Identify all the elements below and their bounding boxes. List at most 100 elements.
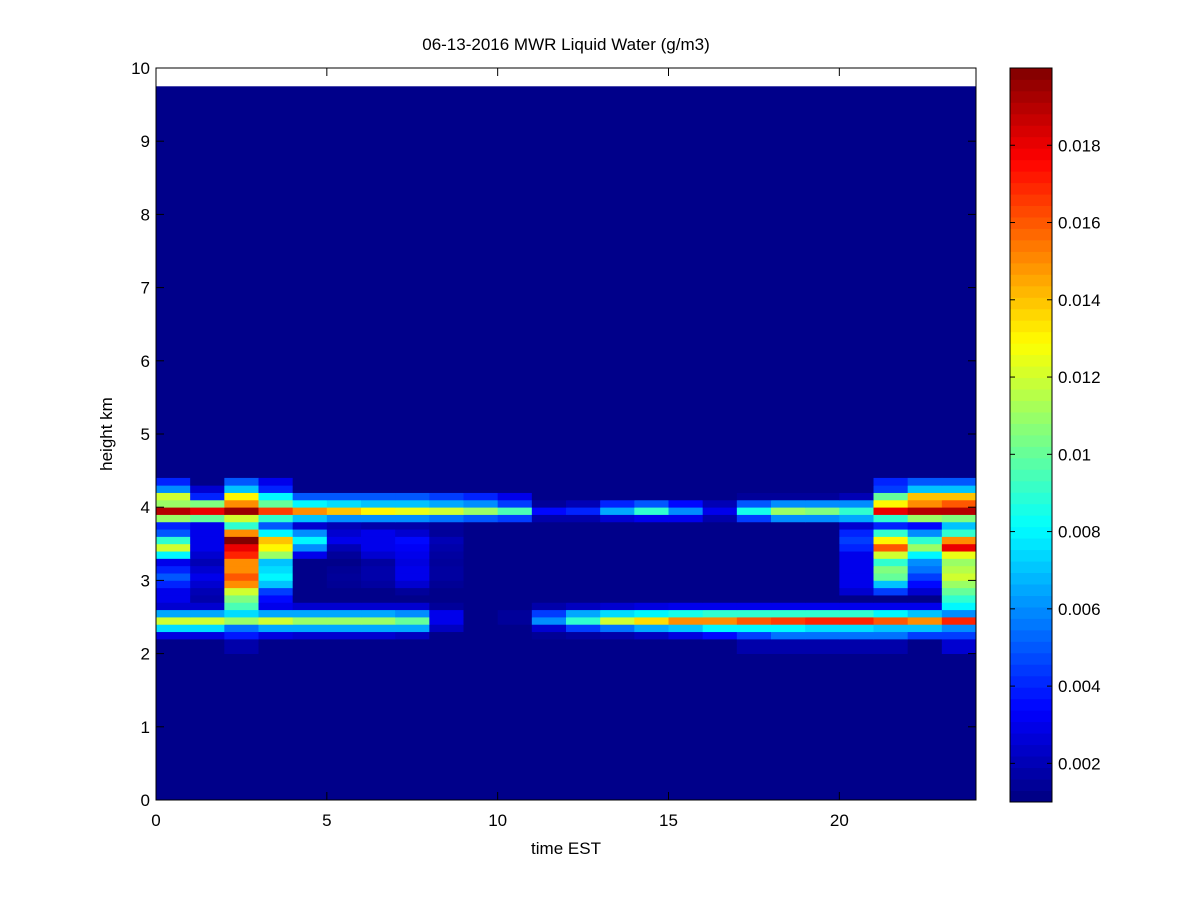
heatmap-cell (156, 573, 191, 581)
colorbar-step (1010, 572, 1052, 585)
heatmap-cells (156, 86, 977, 801)
colorbar-step (1010, 320, 1052, 333)
heatmap-cell (190, 514, 225, 523)
heatmap-cell (463, 529, 499, 537)
heatmap-cell (668, 624, 704, 633)
heatmap-cell (190, 573, 225, 581)
heatmap-cell (531, 551, 567, 559)
heatmap-cell (668, 617, 704, 625)
heatmap-cell (805, 492, 840, 501)
colorbar-step (1010, 629, 1052, 642)
heatmap-cell (361, 499, 396, 508)
heatmap-cell (566, 492, 601, 501)
heatmap-cell (805, 638, 840, 647)
heatmap-cell (258, 646, 294, 654)
heatmap-cell (258, 499, 294, 508)
heatmap-cell (668, 573, 704, 581)
heatmap-cell (702, 595, 738, 603)
heatmap-cell (941, 521, 977, 530)
heatmap-cell (497, 602, 533, 611)
heatmap-cell (531, 507, 567, 515)
heatmap-cell (566, 543, 601, 552)
heatmap-cell (292, 587, 328, 596)
heatmap-cell (702, 617, 738, 625)
heatmap-cell (190, 587, 225, 596)
heatmap-cell (190, 595, 225, 603)
heatmap-cell (839, 580, 874, 589)
colorbar-step (1010, 125, 1052, 138)
heatmap-cell (839, 485, 874, 493)
colorbar-step (1010, 790, 1052, 803)
heatmap-cell (600, 477, 635, 486)
heatmap-cell (292, 617, 328, 625)
heatmap-cell (258, 617, 294, 625)
heatmap-cell (395, 551, 430, 559)
heatmap-cell (839, 551, 874, 559)
heatmap-cell (600, 551, 635, 559)
heatmap-cell (292, 492, 328, 501)
heatmap-cell (941, 595, 977, 603)
heatmap-cell (600, 587, 635, 596)
heatmap-cell (736, 617, 772, 625)
heatmap-cell (634, 558, 669, 567)
heatmap-cell (907, 529, 943, 537)
heatmap-cell (292, 477, 328, 486)
heatmap-cell (429, 609, 464, 618)
heatmap-cell (634, 485, 669, 493)
x-tick-label: 20 (830, 811, 849, 830)
y-tick-label: 6 (141, 352, 150, 371)
heatmap-cell (361, 536, 396, 545)
heatmap-cell (600, 507, 635, 515)
colorbar-step (1010, 492, 1052, 505)
colorbar-tick-label: 0.008 (1058, 523, 1101, 542)
heatmap-cell (395, 543, 430, 552)
heatmap-cell (668, 587, 704, 596)
heatmap-cell (668, 543, 704, 552)
colorbar-step (1010, 503, 1052, 516)
heatmap-cell (326, 624, 362, 633)
heatmap-cell (736, 609, 772, 618)
heatmap-cell (224, 499, 259, 508)
heatmap-cell (258, 580, 294, 589)
heatmap-cell (156, 543, 191, 552)
heatmap-cell (702, 602, 738, 611)
heatmap-cell (258, 565, 294, 574)
heatmap-cell (156, 580, 191, 589)
heatmap-cell (805, 529, 840, 537)
heatmap-cell (600, 646, 635, 654)
heatmap-cell (395, 499, 430, 508)
heatmap-cell (361, 551, 396, 559)
heatmap-cell (600, 631, 635, 640)
heatmap-cell (497, 573, 533, 581)
heatmap-cell (600, 595, 635, 603)
heatmap-cell (531, 529, 567, 537)
heatmap-cell (156, 499, 191, 508)
heatmap-cell (771, 624, 806, 633)
colorbar-step (1010, 285, 1052, 298)
heatmap-cell (429, 529, 464, 537)
heatmap-cell (771, 565, 806, 574)
heatmap-cell (258, 514, 294, 523)
heatmap-cell (941, 573, 977, 581)
heatmap-cell (429, 587, 464, 596)
y-tick-label: 4 (141, 498, 150, 517)
heatmap-cell (224, 551, 259, 559)
heatmap-cell (224, 646, 259, 654)
heatmap-cell (634, 514, 669, 523)
heatmap-cell (395, 536, 430, 545)
colorbar-step (1010, 687, 1052, 700)
heatmap-cell (463, 551, 499, 559)
colorbar-step (1010, 744, 1052, 757)
heatmap-cell (292, 565, 328, 574)
heatmap-cell (839, 617, 874, 625)
heatmap-cell (190, 529, 225, 537)
heatmap-cell (702, 485, 738, 493)
heatmap-cell (941, 477, 977, 486)
heatmap-cell (634, 551, 669, 559)
colorbar-step (1010, 113, 1052, 126)
heatmap-cell (190, 580, 225, 589)
heatmap-cell (292, 602, 328, 611)
heatmap-cell (361, 485, 396, 493)
heatmap-cell (326, 543, 362, 552)
heatmap-cell (326, 602, 362, 611)
